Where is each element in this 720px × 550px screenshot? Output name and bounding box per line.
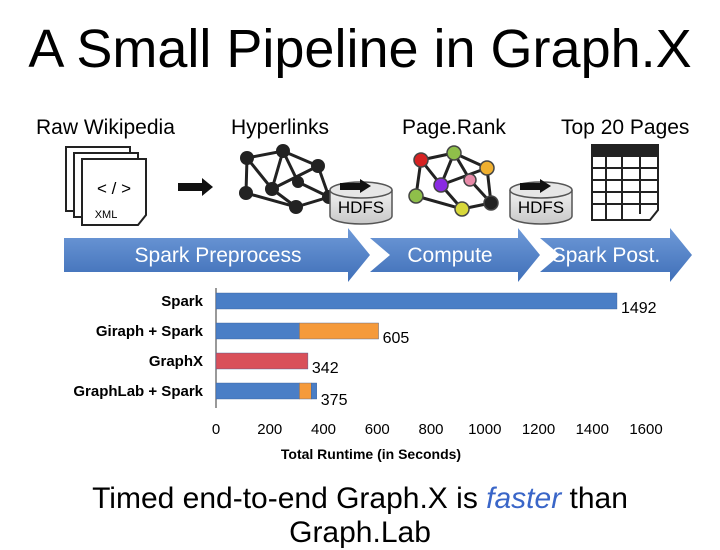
x-tick-label: 1000 <box>468 421 501 438</box>
hdfs-label: HDFS <box>338 198 384 217</box>
table-icon <box>591 144 659 221</box>
hyperlink-graph-nodes <box>239 144 336 214</box>
data-label: 375 <box>321 392 348 409</box>
xml-tag-text: < / > <box>97 179 131 198</box>
category-label: GraphX <box>149 353 203 370</box>
slide-title: A Small Pipeline in Graph.X <box>28 19 692 79</box>
phase-label: Compute <box>407 244 492 267</box>
bar-segment <box>215 382 300 400</box>
xml-badge-text: XML <box>95 209 118 221</box>
x-tick-label: 1400 <box>576 421 609 438</box>
category-label: Spark <box>161 293 203 310</box>
data-label: 605 <box>383 330 410 347</box>
bar-segment <box>299 382 312 400</box>
x-tick-label: 400 <box>311 421 336 438</box>
phase-label: Spark Preprocess <box>135 244 302 267</box>
pagerank-graph-nodes <box>408 145 499 217</box>
stage-pagerank: Page.Rank <box>402 116 506 139</box>
bar-segment <box>215 292 618 310</box>
caption-text-end: than <box>561 482 628 515</box>
data-label: 1492 <box>621 300 657 317</box>
pipeline-diagram: < / > XML HDFS <box>64 144 692 282</box>
phase-arrow-compute: Compute <box>370 228 540 282</box>
phase-label: Spark Post. <box>552 244 661 267</box>
runtime-bar-chart: Spark 1492 Giraph + Spark 605 GraphX 342 Graph… <box>73 288 663 462</box>
hdfs-cylinder-icon: HDFS <box>329 179 393 225</box>
x-tick-label: 1200 <box>522 421 555 438</box>
bar-segment <box>311 382 317 400</box>
x-tick-label: 1600 <box>629 421 662 438</box>
category-label: GraphLab + Spark <box>73 383 203 400</box>
phase-arrow-spark-preprocess: Spark Preprocess <box>64 228 370 282</box>
data-label: 342 <box>312 360 339 377</box>
stage-raw-wikipedia: Raw Wikipedia <box>36 116 175 139</box>
stage-top20: Top 20 Pages <box>561 116 690 139</box>
stage-hyperlinks: Hyperlinks <box>231 116 330 139</box>
phase-arrow-spark-post: Spark Post. <box>540 228 692 282</box>
hdfs-cylinder-icon: HDFS <box>509 179 573 225</box>
x-axis-title: Total Runtime (in Seconds) <box>281 446 461 462</box>
x-tick-label: 0 <box>212 421 220 438</box>
flow-arrow-icon <box>178 178 213 196</box>
x-tick-label: 800 <box>418 421 443 438</box>
bar-segment <box>215 322 300 340</box>
caption-emphasis: faster <box>486 482 562 515</box>
caption-text: Timed end-to-end Graph.X is <box>92 482 487 515</box>
hdfs-label: HDFS <box>518 198 564 217</box>
bar-segment <box>215 352 309 370</box>
bar-segment <box>299 322 379 340</box>
x-tick-label: 600 <box>365 421 390 438</box>
xml-document-icon: < / > XML <box>65 146 147 226</box>
category-label: Giraph + Spark <box>96 323 204 340</box>
caption-line-two: Graph.Lab <box>289 516 431 549</box>
x-tick-label: 200 <box>257 421 282 438</box>
